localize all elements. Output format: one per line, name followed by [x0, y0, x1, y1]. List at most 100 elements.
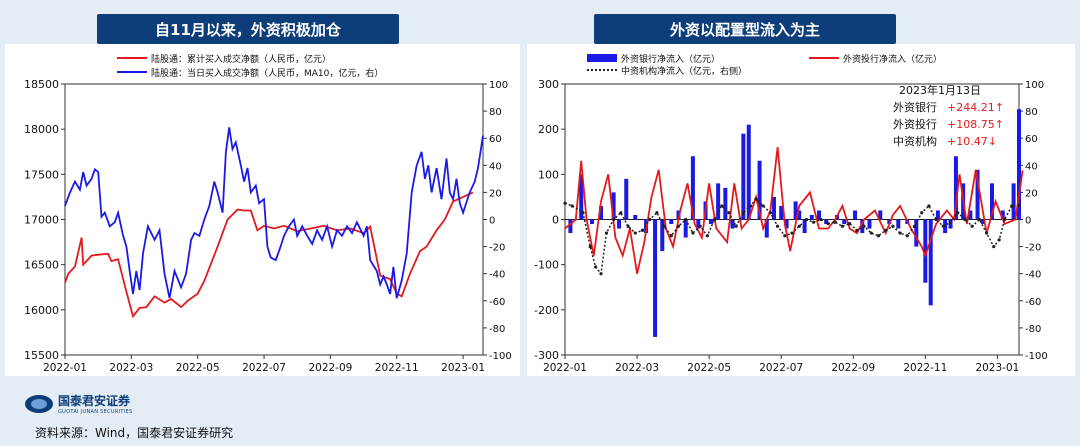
bar-mark	[590, 219, 595, 225]
bar-mark	[1017, 109, 1021, 220]
bar-mark	[716, 183, 721, 220]
series-point	[1010, 204, 1014, 208]
x-tick-label: 2022-01	[43, 362, 87, 374]
annotation-value: +10.47↓	[947, 135, 997, 148]
series-point	[599, 272, 603, 276]
annotation-label: 外资投行	[893, 117, 937, 131]
bar-mark	[878, 210, 883, 220]
logo-en: GUOTAI JUNAN SECURITIES	[58, 409, 133, 415]
series-point	[1002, 217, 1007, 222]
series-point	[927, 204, 931, 208]
bar-mark	[989, 183, 994, 220]
right-tick-label: -80	[489, 324, 505, 335]
right-tick-label: -80	[1025, 324, 1041, 335]
series-point	[783, 234, 787, 238]
series-point	[669, 234, 673, 238]
bar-mark	[617, 219, 622, 229]
series-point	[698, 224, 702, 228]
left-tick-label: 100	[538, 168, 559, 181]
series-point	[712, 217, 717, 222]
chart2-panel: -300 -200 -100 0 100 200 300 -100 -80 -60 -40 -20 0 2…	[527, 44, 1075, 376]
legend-label: 外资银行净流入（亿元）	[621, 53, 720, 65]
series-point	[754, 197, 758, 201]
legend-label: 陆股通：当日买入成交净额（人民币，MA10，亿元，右）	[151, 67, 383, 79]
series-point	[848, 221, 852, 226]
bar-mark	[779, 205, 784, 220]
bar-mark	[860, 219, 865, 234]
bar-mark	[683, 219, 688, 238]
series-point	[891, 224, 895, 228]
bar-mark	[817, 210, 822, 220]
x-tick-label: 2023-01	[975, 362, 1019, 374]
bar-mark	[624, 178, 629, 220]
left-tick-label: 200	[538, 123, 559, 136]
bar-mark	[730, 219, 735, 229]
right-tick-label: -20	[1025, 243, 1041, 254]
x-tick-label: 2022-09	[308, 362, 352, 374]
x-tick-label: 2022-07	[759, 362, 803, 374]
series-point	[992, 245, 996, 249]
series-point	[956, 211, 960, 215]
left-tick-label: 18000	[24, 123, 59, 136]
bar-mark	[633, 214, 638, 220]
bar-mark	[953, 156, 958, 220]
bar-mark	[975, 169, 980, 220]
right-tick-label: 60	[1025, 134, 1038, 145]
legend-label: 中资机构净流入（亿元，右侧）	[621, 65, 747, 77]
left-tick-label: 300	[538, 78, 559, 91]
right-tick-label: -20	[489, 243, 505, 254]
annotation-value: +108.75↑	[947, 118, 1004, 131]
series-point	[612, 217, 616, 222]
left-tick-label: -300	[534, 349, 559, 362]
left-tick-label: -100	[534, 259, 559, 272]
series-point	[588, 245, 592, 249]
series-line-1	[64, 127, 484, 299]
right-tick-label: 80	[1025, 107, 1038, 118]
series-point	[720, 204, 724, 208]
right-tick-label: -100	[1025, 351, 1048, 362]
legend-swatch	[587, 54, 617, 62]
series-point	[884, 228, 888, 232]
series-point	[761, 204, 765, 208]
series-point	[655, 211, 659, 215]
series-point	[876, 234, 881, 238]
series-point	[790, 231, 794, 235]
bar-mark	[923, 219, 928, 283]
series-point	[1017, 203, 1021, 207]
left-tick-label: 0	[552, 214, 559, 227]
company-logo: 国泰君安证券 GUOTAI JUNAN SECURITIES	[24, 392, 132, 415]
right-tick-label: 20	[489, 188, 502, 199]
series-point	[920, 211, 924, 215]
left-tick-label: 15500	[24, 349, 59, 362]
x-tick-label: 2022-01	[543, 362, 587, 374]
bar-mark	[764, 219, 769, 238]
bar-mark	[896, 219, 901, 229]
series-point	[898, 231, 902, 235]
right-tick-label: 40	[1025, 161, 1038, 172]
bar-mark	[948, 219, 953, 229]
series-point	[984, 231, 989, 235]
bar-mark	[784, 219, 789, 229]
plot-frame	[64, 83, 484, 356]
series-point	[705, 234, 709, 238]
logo-name: 国泰君安证券	[58, 394, 131, 408]
series-line-0	[64, 191, 474, 319]
x-tick-label: 2023-01	[441, 362, 485, 374]
annotation-value: +244.21↑	[947, 101, 1004, 114]
series-point	[997, 238, 1001, 242]
right-tick-label: 100	[489, 80, 508, 91]
chart2-svg: -300-200-1000100200300-100-80-60-40-2002…	[534, 53, 1048, 374]
bar-mark	[1000, 210, 1005, 220]
series-point	[748, 204, 753, 208]
bar-mark	[928, 219, 933, 306]
series-point	[691, 231, 695, 235]
bar-mark	[797, 210, 802, 220]
series-point	[941, 224, 945, 228]
chart1-title: 自11月以来，外资积极加仓	[97, 14, 399, 44]
bar-mark	[660, 219, 665, 252]
series-point	[619, 211, 623, 215]
series-point	[797, 224, 801, 228]
x-tick-label: 2022-11	[903, 362, 947, 374]
left-tick-label: 16000	[24, 304, 59, 317]
left-tick-label: 17500	[24, 168, 59, 181]
